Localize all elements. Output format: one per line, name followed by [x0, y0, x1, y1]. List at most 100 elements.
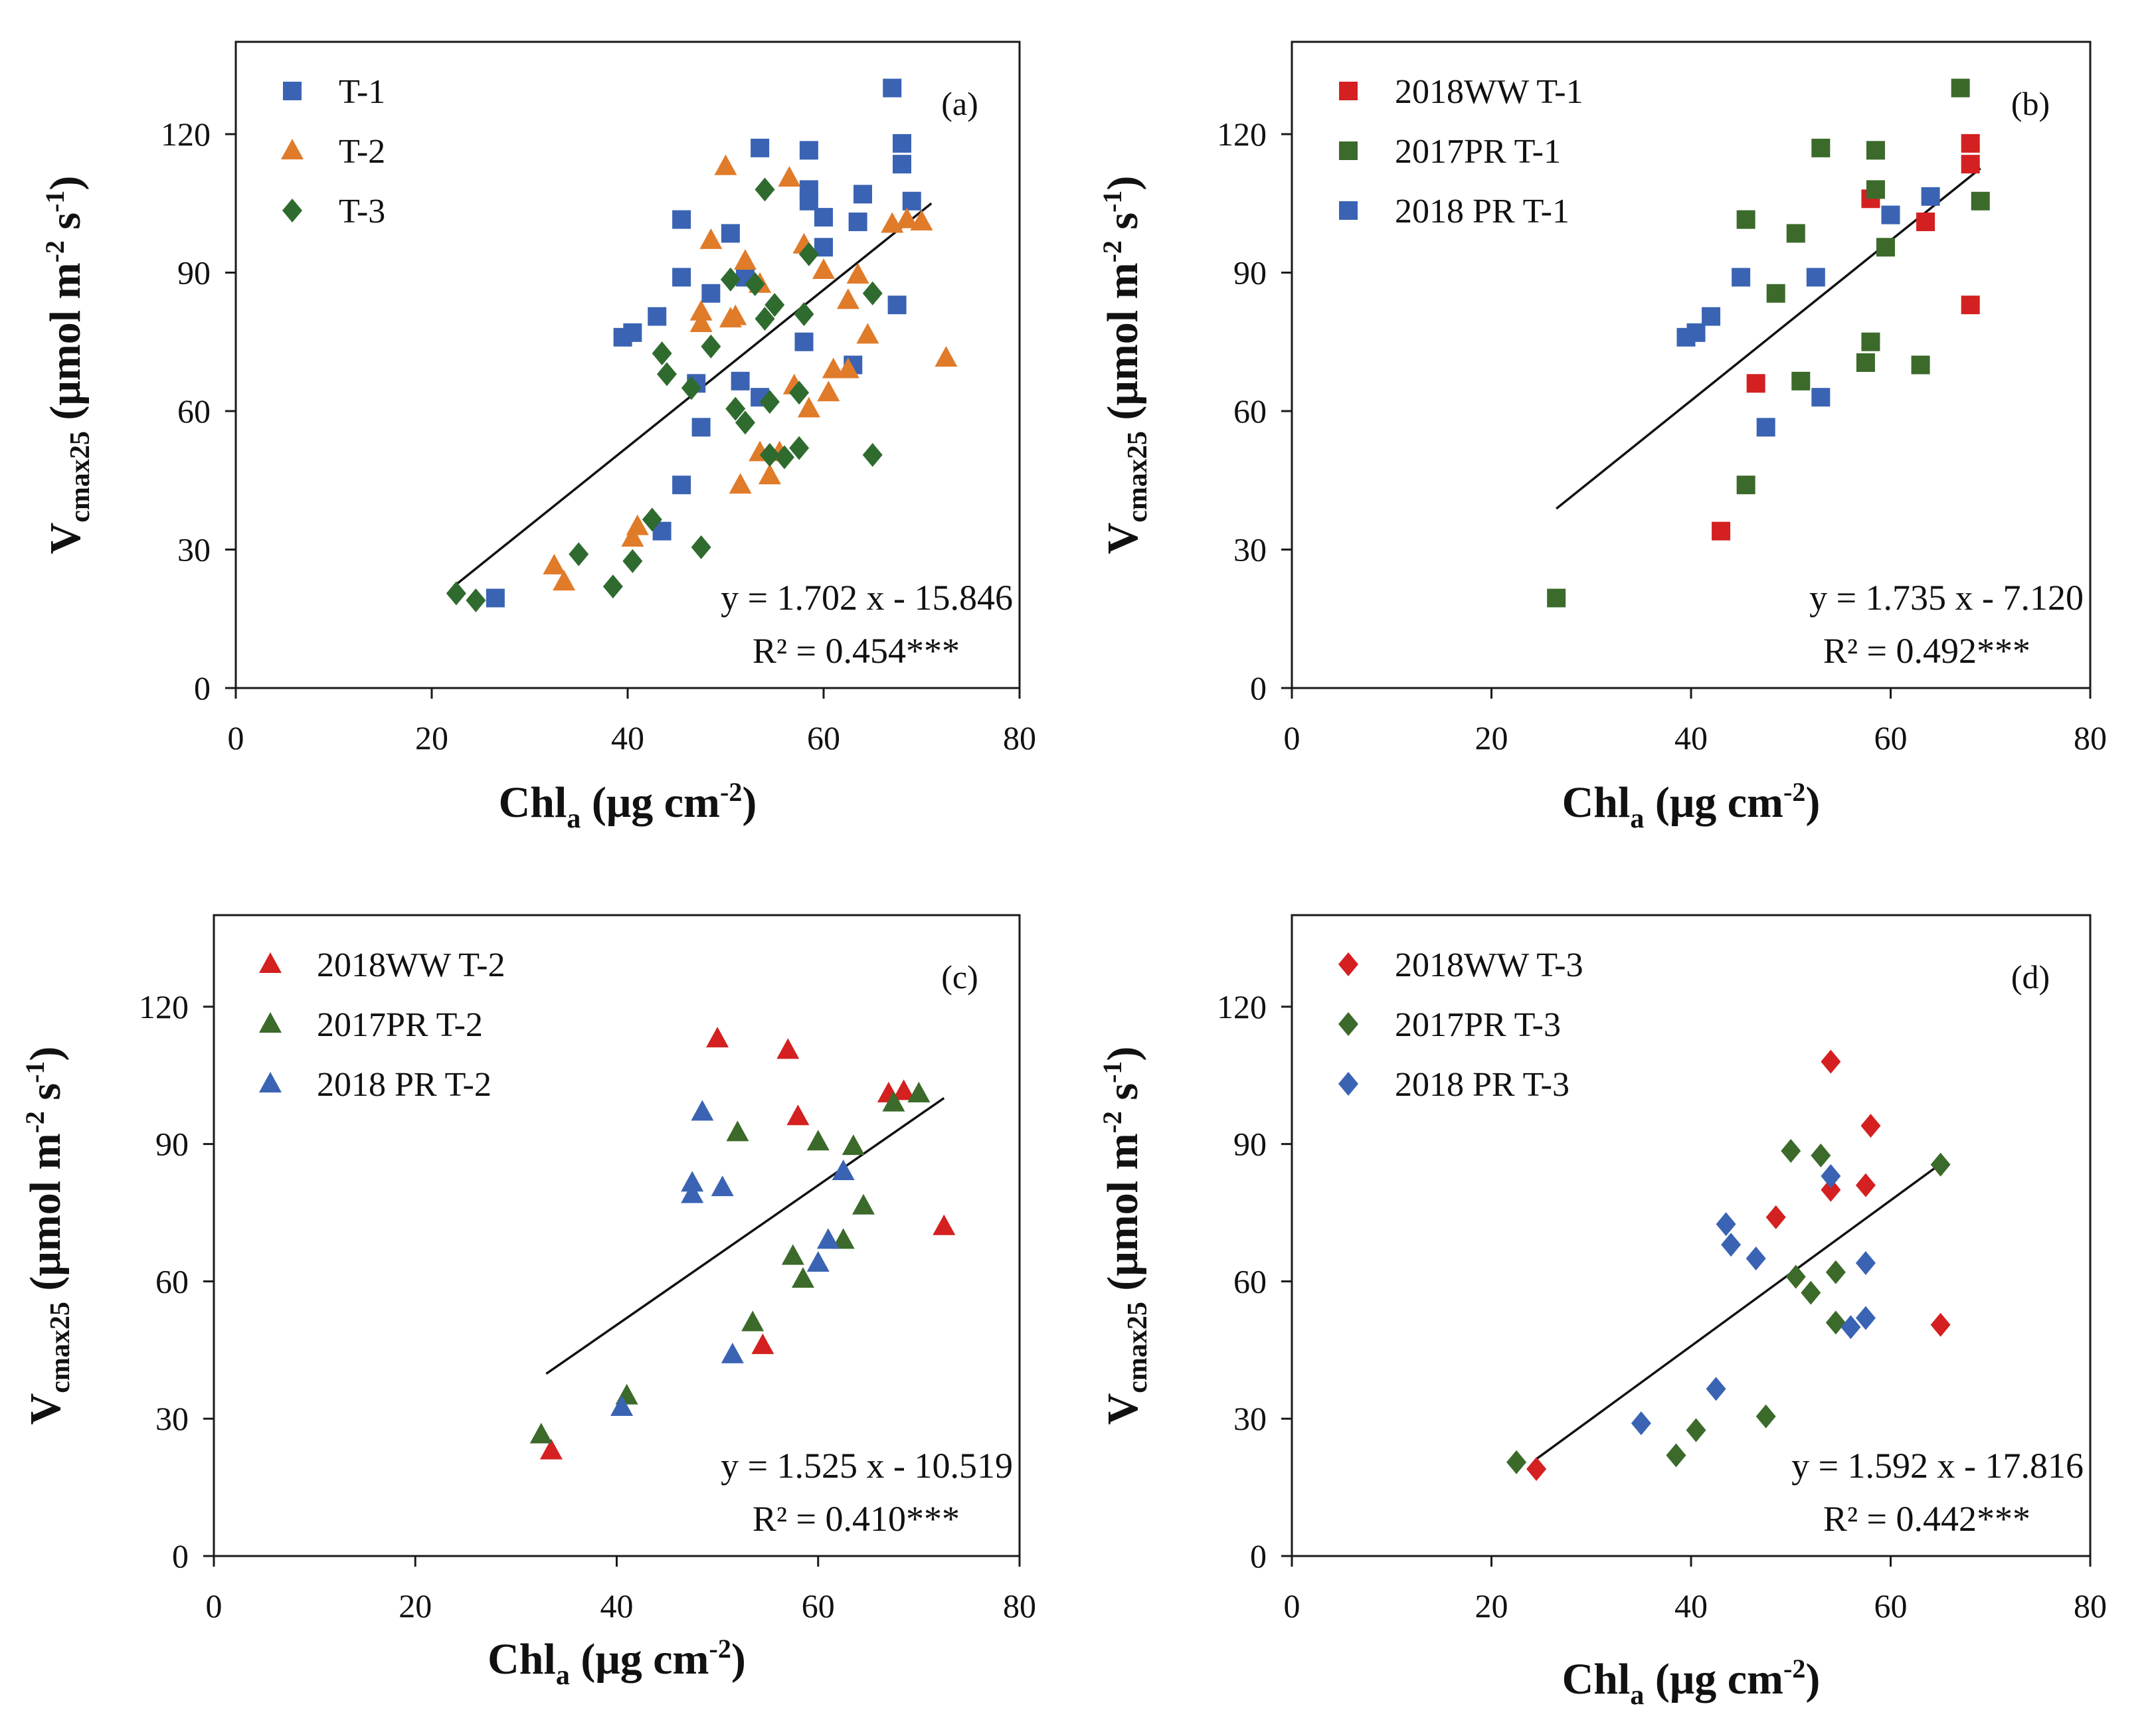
r-squared-label: R² = 0.454***: [753, 631, 960, 671]
data-point: [1736, 476, 1755, 495]
data-point: [1855, 1173, 1876, 1197]
y-title-sub: cmax25: [65, 431, 96, 523]
x-axis-title: Chla (μg cm-2): [499, 777, 757, 834]
data-point: [1547, 588, 1566, 608]
data-point: [672, 476, 691, 495]
data-point: [1855, 1306, 1876, 1330]
data-point: [751, 1333, 774, 1354]
data-point: [1861, 332, 1880, 351]
data-point: [1971, 191, 1990, 211]
legend-label: 2017PR T-1: [1395, 133, 1561, 171]
data-point: [1961, 155, 1980, 174]
x-title-sub: a: [556, 1660, 570, 1691]
legend-marker: [259, 1012, 282, 1033]
x-axis-title: Chla (μg cm-2): [1562, 1654, 1821, 1711]
data-point: [1721, 1233, 1742, 1257]
data-point: [1961, 133, 1980, 153]
data-point: [755, 177, 775, 202]
data-point: [681, 1182, 704, 1203]
legend-label: 2018 PR T-2: [317, 1066, 492, 1104]
data-point: [862, 443, 883, 468]
y-title-sup1: -2: [1097, 240, 1127, 262]
y-tick-label: 0: [1250, 669, 1267, 707]
data-point: [621, 526, 644, 547]
data-point: [672, 210, 691, 229]
y-title-main: V: [41, 523, 90, 555]
data-point: [1712, 521, 1731, 541]
legend-marker: [1339, 82, 1358, 100]
y-title-unit: (μmol m: [41, 262, 90, 431]
y-title-close: ): [1099, 1047, 1147, 1061]
data-point: [806, 1130, 830, 1151]
data-point: [822, 357, 845, 379]
data-point: [672, 268, 691, 287]
data-point: [758, 464, 781, 485]
data-point: [1825, 1260, 1846, 1284]
x-title-close: ): [731, 1635, 746, 1684]
data-point: [1736, 210, 1755, 229]
data-point: [1746, 1246, 1766, 1270]
legend-marker: [283, 82, 302, 100]
y-tick-label: 120: [1217, 116, 1267, 153]
data-point: [794, 332, 814, 351]
data-point: [1811, 388, 1831, 407]
series-1: [1526, 1049, 1951, 1482]
series-2: [543, 154, 958, 591]
y-title-close: ): [1099, 176, 1147, 191]
x-title-main: Chl: [499, 778, 567, 827]
y-title-sub: cmax25: [1122, 431, 1153, 523]
y-title-main: V: [1099, 1393, 1147, 1425]
data-point: [691, 1100, 714, 1121]
y-title-mid: s: [41, 213, 90, 240]
x-title-sub: a: [1630, 1680, 1644, 1711]
x-title-unit: (μg cm: [1644, 1655, 1783, 1703]
x-tick-label: 60: [1874, 1587, 1908, 1624]
y-title-close: ): [21, 1047, 70, 1061]
data-point: [842, 1134, 865, 1156]
y-tick-label: 30: [1233, 1400, 1267, 1437]
y-title-close: ): [41, 176, 90, 191]
x-tick-label: 20: [1475, 719, 1508, 756]
y-tick-label: 60: [177, 392, 211, 430]
data-point: [848, 213, 867, 232]
y-tick-label: 60: [155, 1262, 189, 1300]
legend-marker: [281, 139, 304, 159]
legend-label: T-2: [339, 133, 385, 171]
data-point: [1840, 1315, 1861, 1340]
legend-label: 2018WW T-3: [1395, 946, 1583, 984]
data-point: [893, 133, 911, 153]
x-title-main: Chl: [1562, 778, 1631, 827]
data-point: [836, 357, 859, 379]
data-point: [569, 542, 589, 566]
y-tick-label: 30: [155, 1400, 189, 1437]
series-3: [1676, 187, 1940, 437]
data-point: [1921, 187, 1940, 206]
y-axis-title: Vcmax25 (μmol m-2 s-1): [1097, 176, 1153, 555]
data-point: [1506, 1450, 1527, 1474]
data-point: [764, 293, 785, 317]
data-point: [902, 191, 921, 211]
data-point: [741, 1310, 764, 1332]
x-tick-label: 0: [206, 1587, 223, 1624]
data-point: [832, 1160, 855, 1180]
y-title-sup2: -1: [20, 1061, 50, 1083]
data-point: [725, 396, 746, 421]
x-axis-title: Chla (μg cm-2): [488, 1634, 746, 1691]
data-point: [817, 381, 840, 402]
panel-letter: (a): [941, 85, 978, 122]
data-point: [1821, 1177, 1841, 1202]
y-tick-label: 0: [1250, 1537, 1267, 1575]
y-tick-label: 90: [1233, 1126, 1267, 1163]
data-point: [1786, 224, 1805, 243]
y-title-mid: s: [21, 1083, 70, 1111]
x-title-sup: -2: [709, 1634, 731, 1664]
data-point: [1825, 1310, 1846, 1335]
y-axis-title: Vcmax25 (μmol m-2 s-1): [40, 176, 96, 555]
y-axis-title: Vcmax25 (μmol m-2 s-1): [1097, 1047, 1153, 1425]
data-point: [623, 323, 642, 342]
data-point: [721, 224, 740, 243]
data-point: [1855, 1251, 1876, 1275]
y-tick-label: 90: [177, 254, 211, 292]
legend-label: 2018WW T-2: [317, 946, 505, 984]
x-title-sup: -2: [1783, 777, 1805, 807]
